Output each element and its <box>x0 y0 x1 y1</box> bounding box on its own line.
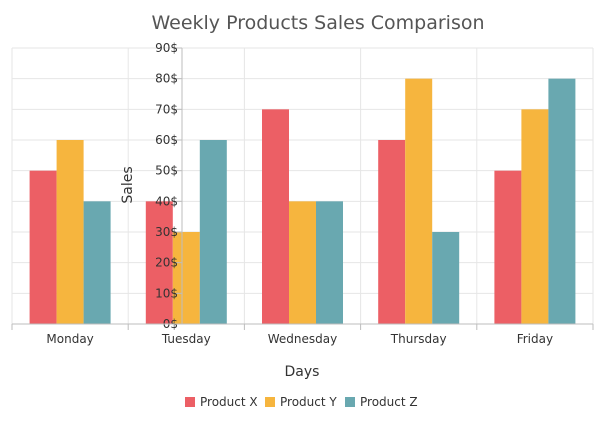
y-tick-label: 30$ <box>155 225 178 239</box>
bar[interactable] <box>432 232 459 324</box>
y-axis-title: Sales <box>120 166 136 203</box>
x-tick-label: Tuesday <box>161 332 211 346</box>
x-tick-label: Friday <box>517 332 553 346</box>
legend-label: Product X <box>200 395 258 409</box>
bar[interactable] <box>200 140 227 324</box>
legend-swatch <box>265 397 275 407</box>
x-tick-label: Monday <box>46 332 93 346</box>
legend-swatch <box>185 397 195 407</box>
bar[interactable] <box>30 171 57 324</box>
y-tick-label: 50$ <box>155 164 178 178</box>
legend-label: Product Z <box>360 395 418 409</box>
chart-title: Weekly Products Sales Comparison <box>151 12 484 34</box>
x-axis-title: Days <box>285 364 320 380</box>
x-tick-label: Thursday <box>390 332 447 346</box>
bar[interactable] <box>494 171 521 324</box>
y-tick-label: 20$ <box>155 256 178 270</box>
bar[interactable] <box>84 201 111 324</box>
legend-label: Product Y <box>280 395 337 409</box>
bar[interactable] <box>289 201 316 324</box>
y-tick-label: 40$ <box>155 194 178 208</box>
bar[interactable] <box>548 79 575 324</box>
bar[interactable] <box>173 232 200 324</box>
y-tick-label: 70$ <box>155 102 178 116</box>
legend-item[interactable]: Product X <box>185 395 258 409</box>
legend[interactable]: Product X Product Y Product Z <box>185 395 418 409</box>
bar[interactable] <box>405 79 432 324</box>
legend-swatch <box>345 397 355 407</box>
legend-item[interactable]: Product Z <box>345 395 418 409</box>
legend-item[interactable]: Product Y <box>265 395 337 409</box>
y-tick-label: 90$ <box>155 41 178 55</box>
y-tick-label: 60$ <box>155 133 178 147</box>
bar[interactable] <box>57 140 84 324</box>
bar[interactable] <box>316 201 343 324</box>
bar[interactable] <box>378 140 405 324</box>
bar[interactable] <box>262 109 289 324</box>
y-tick-label: 80$ <box>155 72 178 86</box>
bar[interactable] <box>521 109 548 324</box>
x-tick-label: Wednesday <box>268 332 337 346</box>
y-tick-label: 10$ <box>155 286 178 300</box>
